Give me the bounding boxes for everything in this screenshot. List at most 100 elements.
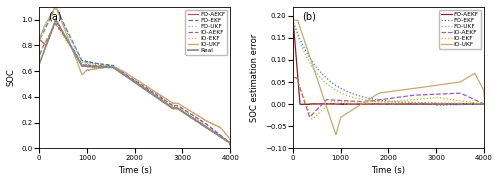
- Real: [116, 70, 122, 73]
- IO-AEKF: [481, 103, 487, 105]
- FO-EKF: [116, 69, 122, 71]
- Legend: FO-AEKF, FO-EKF, FO-UKF, IO-AEKF, IO-EKF, IO-UKF: FO-AEKF, FO-EKF, FO-UKF, IO-AEKF, IO-EKF…: [439, 10, 481, 49]
- IO-UKF: [118, 69, 124, 72]
- IO-UKF: [381, 91, 387, 94]
- FO-EKF: [118, 70, 124, 72]
- Line: FO-AEKF: FO-AEKF: [39, 20, 230, 145]
- IO-AEKF: [212, 130, 218, 132]
- IO-UKF: [52, 6, 58, 8]
- Y-axis label: SOC estimation error: SOC estimation error: [250, 33, 260, 122]
- FO-AEKF: [381, 103, 387, 105]
- FO-UKF: [222, 138, 228, 140]
- IO-EKF: [116, 70, 122, 72]
- FO-EKF: [222, 138, 228, 140]
- FO-EKF: [175, 107, 181, 109]
- FO-UKF: [476, 102, 482, 104]
- IO-UKF: [372, 95, 378, 97]
- IO-AEKF: [381, 98, 387, 100]
- FO-UKF: [466, 102, 472, 104]
- Line: FO-EKF: FO-EKF: [293, 21, 484, 105]
- Real: [175, 108, 181, 110]
- FO-EKF: [52, 6, 59, 8]
- IO-UKF: [290, 61, 296, 63]
- Line: IO-AEKF: IO-AEKF: [39, 24, 230, 145]
- IO-UKF: [466, 76, 472, 78]
- IO-AEKF: [307, 116, 313, 118]
- FO-UKF: [372, 100, 378, 102]
- FO-AEKF: [302, 103, 308, 106]
- IO-UKF: [127, 74, 133, 77]
- FO-AEKF: [222, 138, 228, 140]
- FO-UKF: [127, 77, 133, 79]
- FO-UKF: [481, 103, 487, 105]
- IO-UKF: [175, 102, 181, 104]
- FO-UKF: [370, 100, 376, 102]
- IO-AEKF: [118, 71, 124, 73]
- IO-AEKF: [222, 137, 228, 140]
- IO-AEKF: [290, 76, 296, 79]
- IO-AEKF: [228, 144, 234, 146]
- IO-EKF: [175, 106, 181, 108]
- FO-AEKF: [175, 108, 181, 110]
- FO-UKF: [52, 7, 59, 9]
- IO-AEKF: [116, 70, 122, 72]
- IO-UKF: [370, 96, 376, 98]
- IO-UKF: [290, 19, 296, 21]
- FO-AEKF: [429, 103, 435, 105]
- FO-AEKF: [476, 103, 482, 105]
- IO-EKF: [372, 101, 378, 103]
- Line: FO-UKF: FO-UKF: [39, 8, 230, 145]
- IO-EKF: [476, 102, 482, 104]
- Line: IO-UKF: IO-UKF: [293, 20, 484, 135]
- FO-AEKF: [228, 144, 234, 146]
- IO-EKF: [36, 93, 42, 95]
- Text: (a): (a): [48, 11, 62, 21]
- IO-EKF: [52, 21, 59, 24]
- IO-AEKF: [476, 100, 482, 102]
- FO-UKF: [116, 70, 122, 72]
- IO-EKF: [127, 77, 133, 79]
- IO-EKF: [466, 101, 472, 103]
- IO-UKF: [333, 134, 339, 136]
- IO-AEKF: [372, 99, 378, 102]
- IO-AEKF: [52, 23, 59, 25]
- FO-UKF: [175, 107, 181, 109]
- FO-EKF: [127, 77, 133, 79]
- FO-EKF: [429, 102, 435, 104]
- IO-AEKF: [36, 93, 42, 95]
- IO-EKF: [290, 90, 296, 92]
- FO-UKF: [118, 71, 124, 73]
- Y-axis label: SOC: SOC: [7, 69, 16, 86]
- Line: IO-EKF: IO-EKF: [293, 78, 484, 119]
- FO-AEKF: [290, 72, 296, 75]
- FO-AEKF: [466, 103, 472, 105]
- FO-AEKF: [370, 103, 376, 105]
- Line: FO-UKF: FO-UKF: [293, 21, 484, 104]
- FO-AEKF: [481, 103, 487, 105]
- IO-UKF: [212, 124, 218, 126]
- FO-EKF: [466, 103, 472, 106]
- Line: FO-EKF: FO-EKF: [39, 7, 230, 145]
- FO-AEKF: [372, 103, 378, 105]
- X-axis label: Time (s): Time (s): [118, 166, 152, 175]
- IO-EKF: [290, 76, 296, 79]
- FO-EKF: [476, 103, 482, 105]
- FO-UKF: [228, 144, 234, 146]
- FO-EKF: [372, 98, 378, 100]
- IO-EKF: [429, 97, 435, 99]
- Real: [212, 132, 218, 134]
- FO-AEKF: [53, 19, 59, 21]
- IO-AEKF: [175, 105, 181, 107]
- IO-UKF: [116, 68, 122, 70]
- FO-UKF: [429, 102, 435, 104]
- FO-AEKF: [116, 70, 122, 73]
- IO-EKF: [370, 101, 376, 103]
- FO-AEKF: [212, 132, 218, 134]
- FO-EKF: [36, 84, 42, 86]
- Line: IO-EKF: IO-EKF: [39, 23, 230, 145]
- IO-UKF: [481, 95, 487, 97]
- FO-UKF: [212, 132, 218, 134]
- FO-UKF: [290, 59, 296, 61]
- Line: IO-AEKF: IO-AEKF: [293, 78, 484, 117]
- Real: [228, 144, 234, 146]
